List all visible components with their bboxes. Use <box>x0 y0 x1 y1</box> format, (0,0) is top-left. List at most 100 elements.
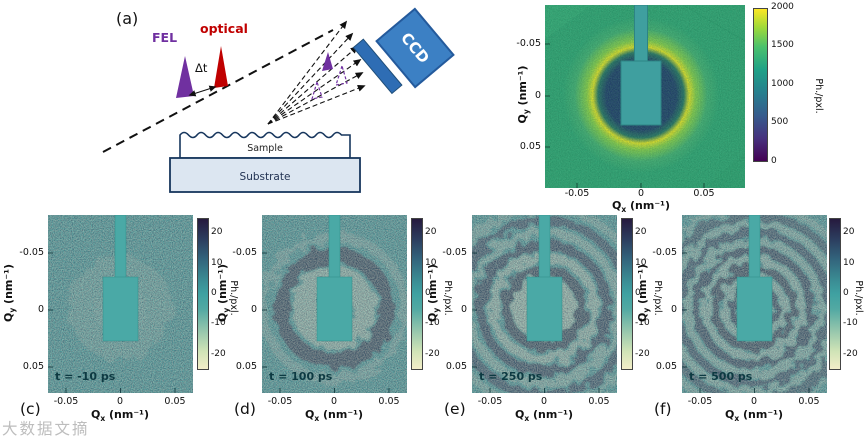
colorbar-tick: 0 <box>843 288 849 298</box>
x-tick-label: 0 <box>637 188 645 199</box>
y-axis-label: Qy (nm⁻¹) <box>426 263 442 323</box>
colorbar-tick: 1000 <box>771 79 794 89</box>
ccd-front-slab <box>352 38 403 95</box>
y-tick-label: 0 <box>460 304 467 315</box>
beamstop <box>526 215 563 342</box>
colorbar-unit: Ph./pxl. <box>853 280 864 316</box>
x-axis-label: Qx (nm⁻¹) <box>611 199 671 215</box>
colorbar-tick: 20 <box>635 227 647 237</box>
y-tick-label: 0.05 <box>655 361 677 372</box>
colorbar-tick: -20 <box>211 349 226 359</box>
x-axis-label: Qx (nm⁻¹) <box>304 408 364 424</box>
scattered-pulse-icon <box>322 52 333 71</box>
y-tick-label: 0.05 <box>22 361 44 372</box>
scattered-pulse-outline-icon <box>311 79 323 100</box>
substrate-box <box>169 157 361 193</box>
time-delay-label: t = -10 ps <box>55 370 116 383</box>
colorbar-tick: 10 <box>843 258 855 268</box>
x-tick-label: 0.05 <box>164 396 186 407</box>
panel-f-image: t = 500 ps <box>682 215 827 393</box>
fel-pulse-icon <box>176 56 194 98</box>
x-tick-label: 0.05 <box>798 396 820 407</box>
colorbar-static <box>753 8 768 162</box>
x-tick-label: 0 <box>330 396 338 407</box>
ccd-body: CCD <box>375 7 455 89</box>
delay-label: Δt <box>195 61 208 75</box>
colorbar-tick: 10 <box>425 258 437 268</box>
panel-letter-d: (d) <box>234 400 256 418</box>
colorbar-tick: -10 <box>635 318 650 328</box>
colorbar-tick: 10 <box>211 258 223 268</box>
x-axis-label: Qx (nm⁻¹) <box>724 408 784 424</box>
beamstop <box>316 215 353 342</box>
panel-b-image <box>545 5 745 188</box>
panel-e-image: t = 250 ps <box>472 215 617 393</box>
y-tick-label: -0.05 <box>516 38 541 49</box>
axis-tick-marks <box>472 252 600 393</box>
substrate-label: Substrate <box>240 171 291 183</box>
scattered-beam-arrows <box>267 20 366 125</box>
y-axis-label: Qy (nm⁻¹) <box>2 263 18 323</box>
panel-letter-e: (e) <box>444 400 466 418</box>
x-tick-label: 0 <box>540 396 548 407</box>
y-tick-label: -0.05 <box>652 247 677 258</box>
panel-d-image: t = 100 ps <box>262 215 407 393</box>
colorbar-diff <box>411 218 423 370</box>
y-tick-label: 0 <box>534 90 541 101</box>
axis-tick-marks <box>262 252 390 393</box>
colorbar-tick: 20 <box>843 227 855 237</box>
x-tick-label: -0.05 <box>267 396 293 407</box>
y-tick-label: 0.05 <box>445 361 467 372</box>
y-tick-label: 0 <box>37 304 44 315</box>
panel-a-schematic: (a) FEL optical Δt Sample Substrate <box>88 0 538 212</box>
axis-tick-marks <box>48 252 176 393</box>
x-tick-label: 0.05 <box>588 396 610 407</box>
panel-c-image: t = -10 ps <box>48 215 193 393</box>
y-tick-label: -0.05 <box>232 247 257 258</box>
incident-beam-line <box>102 29 334 153</box>
colorbar-unit: Ph./pxl. <box>442 280 453 316</box>
beamstop <box>102 215 139 342</box>
y-tick-label: -0.05 <box>442 247 467 258</box>
colorbar-tick: 0 <box>635 288 641 298</box>
x-tick-label: -0.05 <box>53 396 79 407</box>
watermark: 大数据文摘 <box>2 420 90 438</box>
x-tick-label: -0.05 <box>564 188 590 199</box>
optical-label: optical <box>200 21 248 36</box>
delay-arrow <box>188 85 217 97</box>
sample-box <box>179 131 351 159</box>
colorbar-tick: 1500 <box>771 40 794 50</box>
x-tick-label: 0.05 <box>693 188 715 199</box>
x-axis-label: Qx (nm⁻¹) <box>514 408 574 424</box>
y-tick-label: 0.05 <box>235 361 257 372</box>
x-axis-label: Qx (nm⁻¹) <box>90 408 150 424</box>
colorbar-tick: 0 <box>211 288 217 298</box>
scattered-pulse-outline-icon <box>335 63 348 86</box>
x-tick-label: 0 <box>750 396 758 407</box>
colorbar-tick: -20 <box>635 349 650 359</box>
time-delay-label: t = 500 ps <box>689 370 753 383</box>
y-tick-label: 0 <box>250 304 257 315</box>
colorbar-tick: -10 <box>211 318 226 328</box>
colorbar-unit: Ph./pxl. <box>813 78 824 114</box>
colorbar-tick: 10 <box>635 258 647 268</box>
colorbar-tick: 0 <box>425 288 431 298</box>
y-axis-label: Qy (nm⁻¹) <box>636 263 652 323</box>
beamstop <box>736 215 773 342</box>
colorbar-tick: 0 <box>771 156 777 166</box>
x-tick-label: 0.05 <box>378 396 400 407</box>
axis-tick-marks <box>545 43 705 188</box>
axis-tick-marks <box>682 252 810 393</box>
fel-label: FEL <box>152 30 177 45</box>
time-delay-label: t = 100 ps <box>269 370 333 383</box>
time-delay-label: t = 250 ps <box>479 370 543 383</box>
colorbar-tick: -10 <box>843 318 858 328</box>
colorbar-diff <box>197 218 209 370</box>
y-axis-label: Qy (nm⁻¹) <box>216 263 232 323</box>
panel-a-label: (a) <box>116 9 138 28</box>
colorbar-tick: 20 <box>425 227 437 237</box>
colorbar-tick: -20 <box>425 349 440 359</box>
colorbar-tick: -10 <box>425 318 440 328</box>
y-tick-label: -0.05 <box>19 247 44 258</box>
